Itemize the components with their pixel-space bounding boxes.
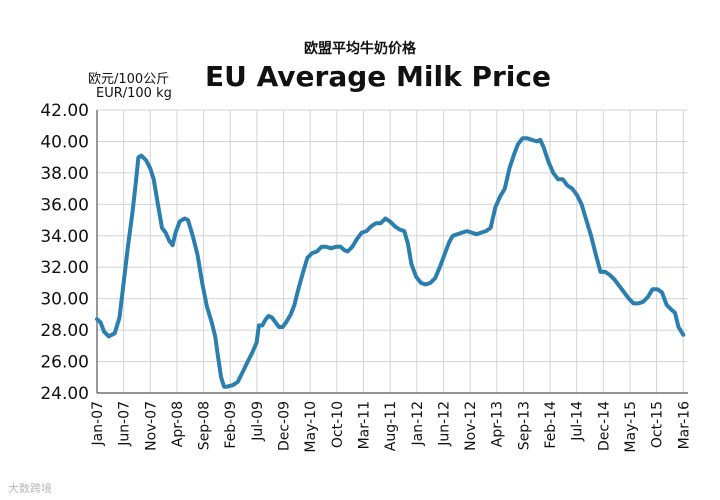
x-tick-label: Jan-07 bbox=[90, 401, 106, 446]
y-tick-label: 24.00 bbox=[40, 384, 89, 404]
y-axis-unit-en: EUR/100 kg bbox=[96, 86, 172, 101]
y-tick-label: 32.00 bbox=[40, 258, 89, 278]
x-tick-label: Aug-11 bbox=[383, 401, 399, 451]
x-tick-label: Sep-13 bbox=[516, 401, 532, 450]
x-tick-label: Mar-11 bbox=[356, 401, 372, 449]
x-tick-label: Oct-10 bbox=[330, 401, 346, 448]
watermark: 大数跨境 bbox=[8, 482, 52, 495]
x-tick-label: Nov-12 bbox=[463, 401, 479, 451]
x-tick-label: Nov-07 bbox=[143, 401, 159, 451]
x-tick-label: Feb-09 bbox=[223, 401, 239, 449]
x-tick-label: Sep-08 bbox=[197, 401, 213, 450]
x-tick-label: Apr-08 bbox=[170, 401, 186, 447]
y-tick-label: 28.00 bbox=[40, 321, 89, 341]
x-tick-label: Jan-12 bbox=[410, 401, 426, 446]
x-tick-label: May-10 bbox=[303, 401, 319, 453]
y-tick-labels: 24.00 26.00 28.00 30.00 32.00 34.00 36.00 38.00… bbox=[40, 101, 89, 404]
chart-title: EU Average Milk Price bbox=[205, 60, 551, 93]
x-tick-label: Feb-14 bbox=[543, 401, 559, 449]
y-tick-label: 26.00 bbox=[40, 353, 89, 373]
x-tick-label: May-15 bbox=[623, 401, 639, 453]
y-tick-label: 30.00 bbox=[40, 290, 89, 310]
x-tick-label: Jun-07 bbox=[117, 401, 133, 447]
chart-subtitle-cn: 欧盟平均牛奶价格 bbox=[304, 41, 416, 57]
x-tick-label: Dec-09 bbox=[277, 401, 293, 451]
x-tick-label: Apr-13 bbox=[490, 401, 506, 447]
series-line bbox=[95, 136, 686, 389]
x-tick-label: Oct-15 bbox=[650, 401, 666, 448]
y-tick-label: 36.00 bbox=[40, 195, 89, 215]
x-tick-label: Mar-16 bbox=[676, 401, 692, 449]
x-tick-label: Jul-14 bbox=[570, 401, 586, 442]
y-tick-label: 40.00 bbox=[40, 132, 89, 152]
y-tick-label: 42.00 bbox=[40, 101, 89, 121]
x-tick-labels: Jan-07 Jun-07 Nov-07 Apr-08 Sep-08 Feb-09 Jul-… bbox=[90, 401, 692, 453]
axes bbox=[96, 110, 688, 394]
series bbox=[95, 136, 686, 389]
x-tick-label: Jul-09 bbox=[250, 401, 266, 442]
y-tick-label: 34.00 bbox=[40, 227, 89, 247]
x-tick-label: Dec-14 bbox=[596, 401, 612, 451]
x-tick-label: Jun-12 bbox=[436, 401, 452, 447]
y-axis-unit-cn: 欧元/100公斤 bbox=[88, 72, 170, 87]
grid bbox=[96, 109, 688, 394]
y-tick-label: 38.00 bbox=[40, 164, 89, 184]
